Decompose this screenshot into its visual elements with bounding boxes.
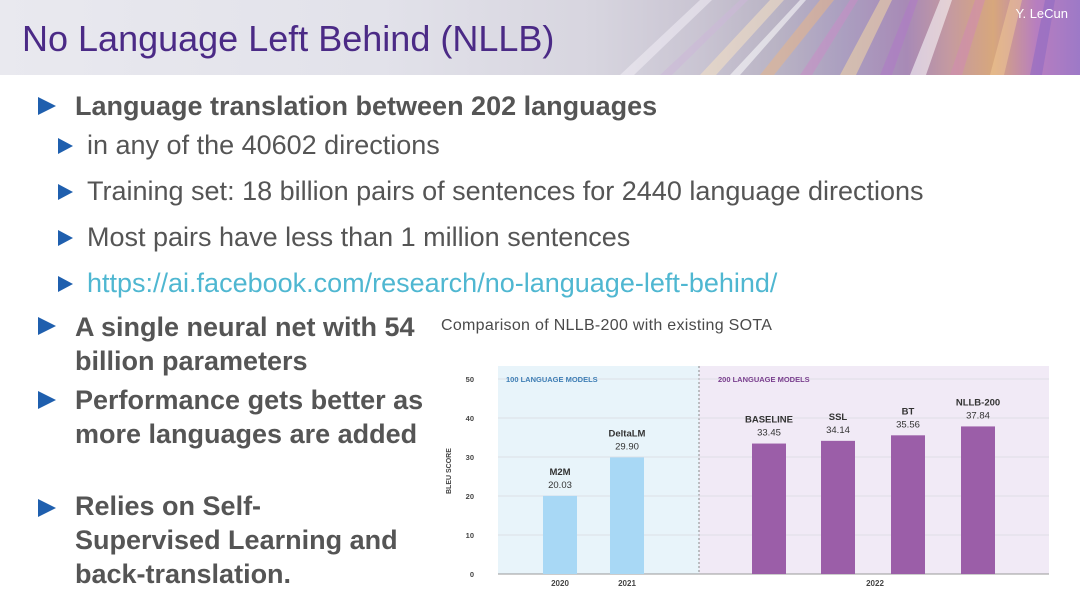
bullet-arrow-icon [38, 317, 56, 335]
bullet-main-2: A single neural net with 54 billion para… [75, 312, 415, 376]
y-axis-label: BLEU SCORE [446, 448, 453, 494]
author-label: Y. LeCun [1015, 6, 1068, 21]
bar-m2m [543, 495, 577, 574]
bullet-arrow-icon [38, 499, 56, 517]
slide-title: No Language Left Behind (NLLB) [22, 18, 555, 59]
bullet-arrow-icon [38, 97, 56, 115]
x-tick-year: 2021 [618, 579, 636, 588]
x-tick-year-2022: 2022 [866, 579, 884, 588]
bar-value-label: 33.45 [757, 428, 781, 439]
bullet-arrow-icon [58, 184, 73, 200]
bar-value-label: 34.14 [826, 425, 850, 436]
bullet-main-3: Performance gets better as more language… [75, 385, 424, 449]
bullet-sub-1: in any of the 40602 directions [87, 130, 440, 160]
bar-value-label: 20.03 [548, 480, 572, 491]
bar-deltalm [610, 457, 644, 574]
bar-name-label: BT [902, 406, 915, 417]
y-tick-label: 50 [466, 375, 474, 384]
bar-name-label: BASELINE [745, 415, 793, 426]
bullet-main-4: Relies on Self-Supervised Learning and b… [75, 491, 398, 589]
bar-value-label: 35.56 [896, 419, 920, 430]
group-label-100: 100 LANGUAGE MODELS [506, 375, 598, 384]
bullet-sub-2: Training set: 18 billion pairs of senten… [87, 176, 924, 206]
slide-header: No Language Left Behind (NLLB) Y. LeCun [0, 0, 1080, 75]
y-tick-label: 10 [466, 531, 474, 540]
bar-name-label: DeltaLM [609, 428, 646, 439]
bar-value-label: 29.90 [615, 441, 639, 452]
panel-100-languages [498, 366, 699, 574]
bar-value-label: 37.84 [966, 410, 990, 421]
bullet-arrow-icon [58, 138, 73, 154]
bullet-arrow-icon [38, 391, 56, 409]
bullet-sub-3: Most pairs have less than 1 million sent… [87, 222, 631, 252]
y-tick-label: 30 [466, 453, 474, 462]
group-label-200: 200 LANGUAGE MODELS [718, 375, 810, 384]
y-tick-label: 40 [466, 414, 474, 423]
bar-name-label: SSL [829, 412, 848, 423]
bullet-arrow-icon [58, 276, 73, 292]
y-tick-label: 20 [466, 492, 474, 501]
bar-nllb-200 [961, 426, 995, 574]
bar-ssl [821, 440, 855, 574]
y-tick-label: 0 [470, 570, 474, 579]
bleu-bar-chart: 0 10 20 30 40 50 100 LANGUAGE MODELS 200 LANG… [446, 366, 1049, 588]
header-streak-art [620, 0, 1055, 75]
x-tick-year: 2020 [551, 579, 569, 588]
bar-bt [891, 435, 925, 574]
bar-name-label: M2M [549, 467, 570, 478]
bullet-main-1: Language translation between 202 languag… [75, 91, 658, 121]
bar-baseline [752, 443, 786, 574]
bar-name-label: NLLB-200 [956, 397, 1000, 408]
bullet-arrow-icon [58, 230, 73, 246]
research-link[interactable]: https://ai.facebook.com/research/no-lang… [87, 268, 778, 298]
chart-title: Comparison of NLLB-200 with existing SOT… [441, 317, 773, 334]
